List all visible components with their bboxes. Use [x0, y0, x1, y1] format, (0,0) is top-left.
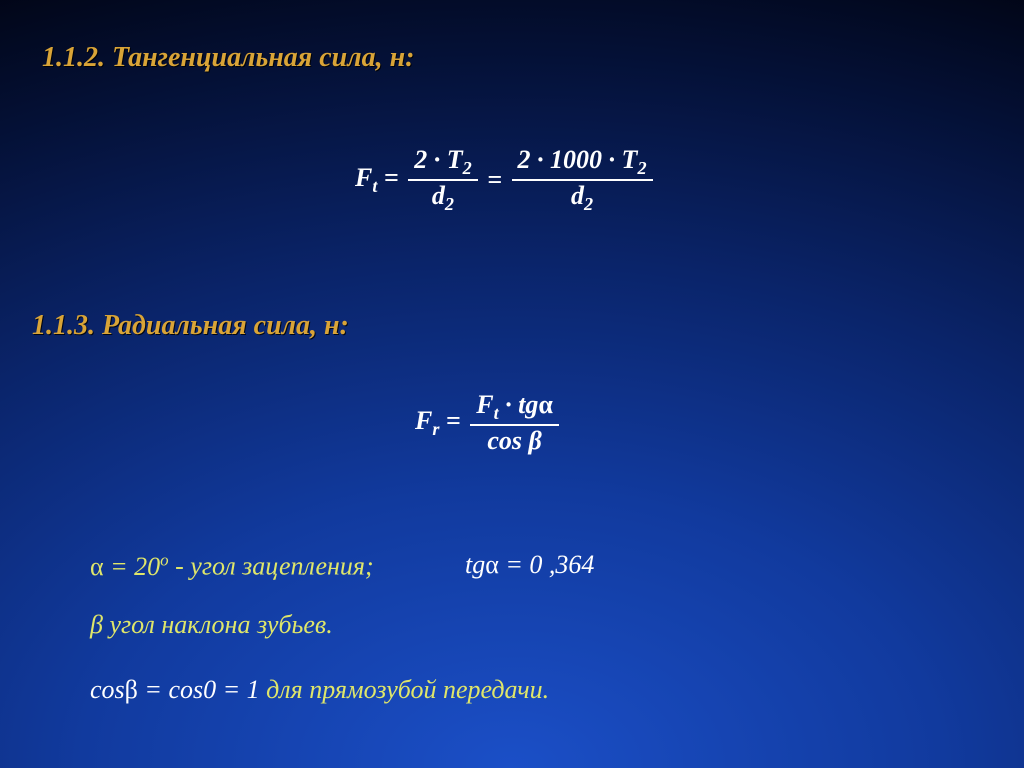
tg-label: tg [465, 550, 485, 579]
f2-lhs: F [415, 406, 432, 435]
f2-alpha: α [538, 390, 553, 419]
f1-eq2: = [487, 165, 508, 194]
f2-lhs-sub: r [432, 419, 439, 439]
f1-den-a-sub: 2 [445, 194, 454, 214]
section-heading-1: 1.1.2. Тангенциальная сила, н: [42, 42, 414, 74]
formula-tangential: Ft = 2 · T2 d2 = 2 · 1000 · T2 d2 [355, 145, 656, 215]
section-heading-2: 1.1.3. Радиальная сила, н: [32, 310, 349, 342]
cos-beta-sym: β [125, 675, 138, 704]
slide: 1.1.2. Тангенциальная сила, н: Ft = 2 · … [0, 0, 1024, 768]
f1-eq1: = [384, 163, 405, 192]
tg-alpha-num: = 0 ,364 [499, 550, 595, 579]
alpha-degree: o [160, 550, 168, 569]
alpha-value: = 20 [104, 552, 161, 581]
cos-definition: cosβ = cos0 = 1 для прямозубой передачи. [90, 675, 549, 705]
f2-num-a: F [476, 390, 493, 419]
f1-den-a: d [432, 181, 445, 210]
beta-definition: β угол наклона зубьев. [90, 610, 333, 640]
cos-lhs: cos [90, 675, 125, 704]
f1-den-b: d [571, 181, 584, 210]
f2-beta: β [529, 426, 542, 455]
tg-alpha-sym: α [485, 550, 499, 579]
f1-num-b-sub: 2 [637, 158, 646, 178]
f1-num-b: 2 · 1000 · T [518, 145, 638, 174]
f2-den-a: cos [487, 426, 528, 455]
f2-num-b: · tg [499, 390, 539, 419]
f1-den-b-sub: 2 [584, 194, 593, 214]
alpha-desc: - угол зацепления; [175, 552, 374, 581]
cos-rest: = cos0 = 1 [138, 675, 260, 704]
beta-desc: угол наклона зубьев. [103, 610, 333, 639]
f1-num-a: 2 · T [414, 145, 462, 174]
alpha-definition: α = 20o - угол зацепления; [90, 550, 374, 582]
tg-alpha-value: tgα = 0 ,364 [465, 550, 594, 580]
f1-lhs: F [355, 163, 372, 192]
cos-desc: для прямозубой передачи. [266, 675, 549, 704]
f1-lhs-sub: t [372, 176, 377, 196]
beta-symbol: β [90, 610, 103, 639]
f1-num-a-sub: 2 [463, 158, 472, 178]
alpha-symbol: α [90, 552, 104, 581]
formula-radial: Fr = Ft · tgα cos β [415, 390, 562, 456]
f2-eq: = [446, 406, 467, 435]
